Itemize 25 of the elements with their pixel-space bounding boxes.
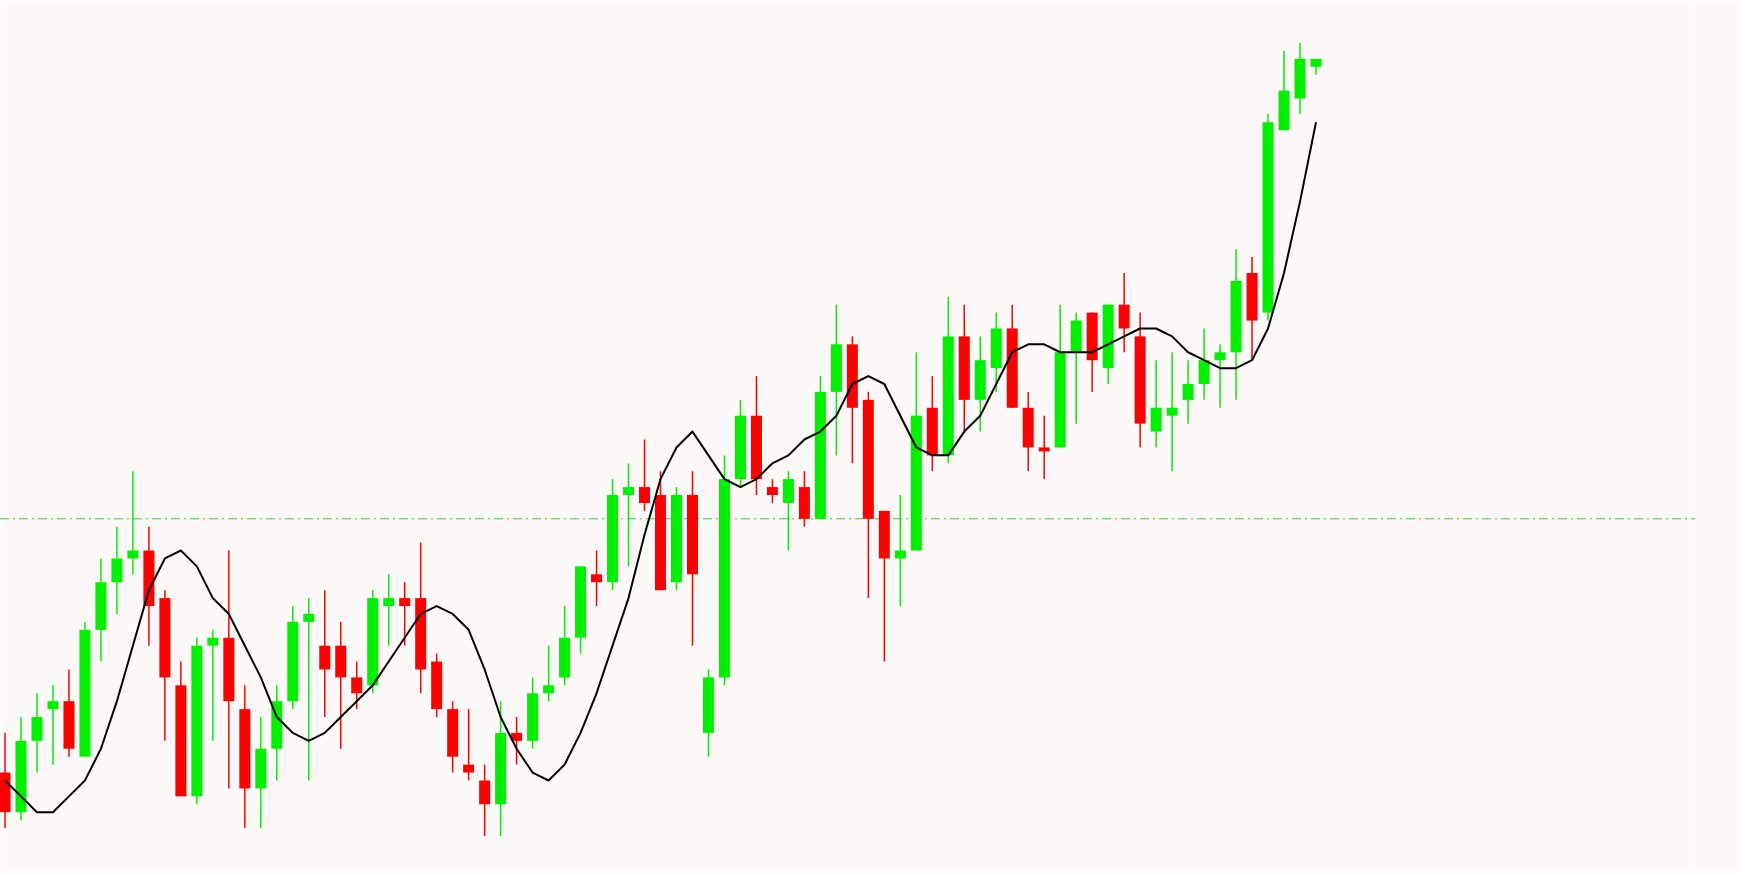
candlestick: [399, 581, 411, 647]
candlestick: [639, 438, 651, 512]
candlestick: [319, 589, 331, 718]
candlestick: [383, 573, 395, 647]
candlestick: [543, 644, 555, 702]
candlestick: [463, 708, 475, 782]
candlestick: [511, 716, 523, 766]
candlestick: [1038, 414, 1050, 480]
candlestick: [782, 470, 794, 552]
candlestick: [1198, 327, 1210, 401]
candlestick: [351, 660, 363, 710]
candlestick: [1166, 351, 1178, 472]
candlestick: [1150, 359, 1162, 449]
candlestick: [1182, 359, 1194, 425]
candlestick: [303, 597, 315, 782]
candlestick: [207, 629, 219, 742]
candlestick: [111, 525, 123, 615]
candlestick: [1214, 343, 1226, 409]
candlestick: [1118, 272, 1130, 354]
candlestick: [591, 549, 603, 607]
candlestick: [31, 692, 43, 774]
candlestick: [766, 478, 778, 504]
candlestick: [479, 763, 491, 837]
candlestick: [47, 684, 59, 766]
candlestick: [623, 462, 635, 568]
